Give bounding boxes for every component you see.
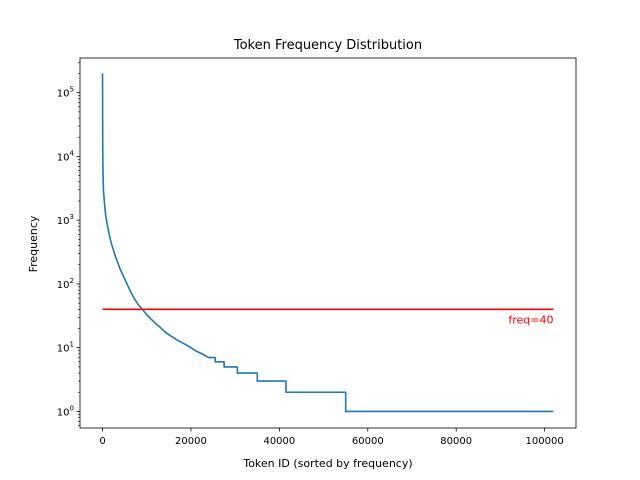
threshold-annotation: freq=40	[508, 313, 553, 326]
y-tick-label: 104	[57, 149, 75, 163]
chart-title: Token Frequency Distribution	[233, 38, 422, 53]
x-tick-label: 60000	[352, 436, 384, 447]
y-tick-label: 103	[57, 213, 74, 227]
y-tick-label: 101	[57, 341, 74, 355]
axis-ticks: 0 20000 40000 60000 80000 100000 100 101 102 103 1…	[57, 61, 564, 447]
series-line-0	[101, 73, 554, 413]
y-axis-label: Frequency	[27, 215, 40, 272]
x-axis-label: Token ID (sorted by frequency)	[242, 457, 412, 470]
y-tick-label: 102	[57, 277, 74, 291]
plot-area: freq=40	[101, 73, 554, 413]
y-tick-label: 105	[57, 86, 74, 100]
plot-frame	[79, 57, 577, 429]
x-tick-label: 80000	[440, 436, 472, 447]
x-tick-label: 100000	[526, 436, 564, 447]
x-tick-label: 0	[99, 436, 105, 447]
y-tick-label: 100	[57, 404, 74, 418]
x-tick-label: 20000	[175, 436, 207, 447]
x-tick-label: 40000	[263, 436, 295, 447]
